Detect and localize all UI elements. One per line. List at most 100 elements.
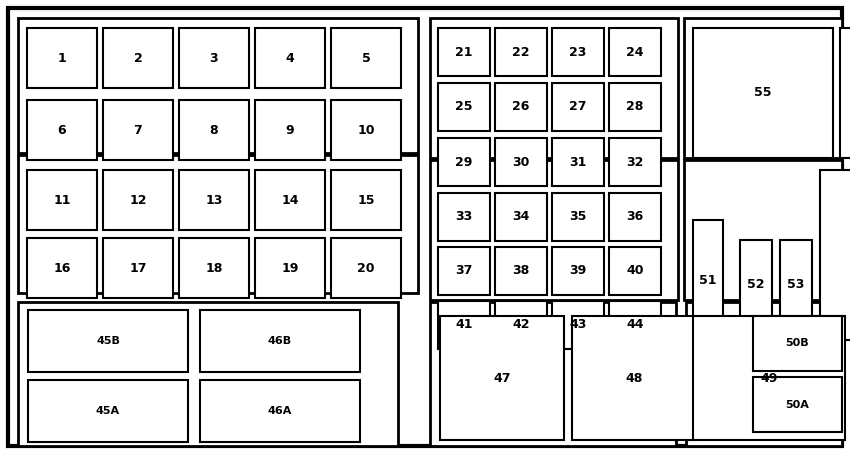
- Text: 41: 41: [456, 319, 473, 331]
- Bar: [552, 193, 604, 241]
- Bar: [693, 220, 723, 340]
- Text: 35: 35: [570, 211, 586, 223]
- Bar: [552, 301, 604, 349]
- Text: 24: 24: [626, 45, 643, 59]
- Text: 55: 55: [754, 87, 772, 99]
- Text: 22: 22: [513, 45, 530, 59]
- Text: 5: 5: [361, 51, 371, 64]
- Text: 46B: 46B: [268, 336, 292, 346]
- Bar: [27, 100, 97, 160]
- Text: 13: 13: [206, 193, 223, 207]
- Text: 19: 19: [281, 262, 298, 275]
- Bar: [103, 100, 173, 160]
- Bar: [331, 100, 401, 160]
- Bar: [686, 302, 842, 446]
- Text: 53: 53: [787, 278, 805, 291]
- Text: 20: 20: [357, 262, 375, 275]
- Bar: [609, 138, 661, 186]
- Bar: [753, 377, 842, 432]
- Text: 17: 17: [129, 262, 147, 275]
- Text: 33: 33: [456, 211, 473, 223]
- Text: 34: 34: [513, 211, 530, 223]
- Bar: [103, 238, 173, 298]
- Bar: [495, 83, 547, 131]
- Text: 7: 7: [133, 123, 142, 137]
- Bar: [572, 316, 696, 440]
- Bar: [179, 28, 249, 88]
- Bar: [438, 83, 490, 131]
- Text: 26: 26: [513, 100, 530, 114]
- Bar: [753, 316, 842, 371]
- Bar: [438, 193, 490, 241]
- Bar: [609, 301, 661, 349]
- Bar: [18, 18, 418, 153]
- Text: 1: 1: [58, 51, 66, 64]
- Bar: [495, 247, 547, 295]
- Text: 31: 31: [570, 156, 586, 168]
- Bar: [103, 170, 173, 230]
- Text: 27: 27: [570, 100, 586, 114]
- Text: 50A: 50A: [785, 400, 809, 410]
- Text: 25: 25: [456, 100, 473, 114]
- Bar: [179, 238, 249, 298]
- Bar: [255, 238, 325, 298]
- Bar: [495, 138, 547, 186]
- Text: 29: 29: [456, 156, 473, 168]
- Bar: [609, 193, 661, 241]
- Bar: [780, 240, 812, 330]
- Bar: [552, 138, 604, 186]
- Text: 6: 6: [58, 123, 66, 137]
- Bar: [430, 302, 676, 446]
- Bar: [552, 247, 604, 295]
- Bar: [609, 28, 661, 76]
- Bar: [740, 240, 772, 330]
- Text: 12: 12: [129, 193, 147, 207]
- Bar: [27, 170, 97, 230]
- Bar: [430, 160, 678, 300]
- Text: 51: 51: [700, 273, 717, 286]
- Text: 48: 48: [626, 371, 643, 385]
- Text: 45B: 45B: [96, 336, 120, 346]
- Bar: [495, 193, 547, 241]
- Text: 9: 9: [286, 123, 294, 137]
- Text: 28: 28: [626, 100, 643, 114]
- Text: 38: 38: [513, 265, 530, 277]
- Text: 3: 3: [210, 51, 218, 64]
- Bar: [331, 28, 401, 88]
- Bar: [28, 380, 188, 442]
- Bar: [438, 28, 490, 76]
- Bar: [684, 18, 842, 158]
- Text: 32: 32: [626, 156, 643, 168]
- Text: 8: 8: [210, 123, 218, 137]
- Bar: [255, 170, 325, 230]
- Bar: [27, 28, 97, 88]
- Text: 43: 43: [570, 319, 586, 331]
- Text: 46A: 46A: [268, 406, 292, 416]
- Bar: [609, 247, 661, 295]
- Bar: [255, 100, 325, 160]
- Text: 36: 36: [626, 211, 643, 223]
- Bar: [609, 83, 661, 131]
- Bar: [438, 138, 490, 186]
- Bar: [28, 310, 188, 372]
- Bar: [430, 18, 678, 158]
- Bar: [693, 316, 845, 440]
- Text: 50B: 50B: [785, 339, 809, 349]
- Bar: [200, 380, 360, 442]
- Text: 2: 2: [133, 51, 142, 64]
- Bar: [179, 170, 249, 230]
- Text: 14: 14: [281, 193, 298, 207]
- Bar: [331, 170, 401, 230]
- Text: 4: 4: [286, 51, 294, 64]
- Text: 18: 18: [206, 262, 223, 275]
- Bar: [440, 316, 564, 440]
- Bar: [495, 28, 547, 76]
- Text: 42: 42: [513, 319, 530, 331]
- Text: 15: 15: [357, 193, 375, 207]
- Bar: [684, 160, 842, 300]
- Bar: [552, 83, 604, 131]
- Text: 40: 40: [626, 265, 643, 277]
- Text: 45A: 45A: [96, 406, 120, 416]
- Text: 52: 52: [747, 278, 765, 291]
- Bar: [438, 247, 490, 295]
